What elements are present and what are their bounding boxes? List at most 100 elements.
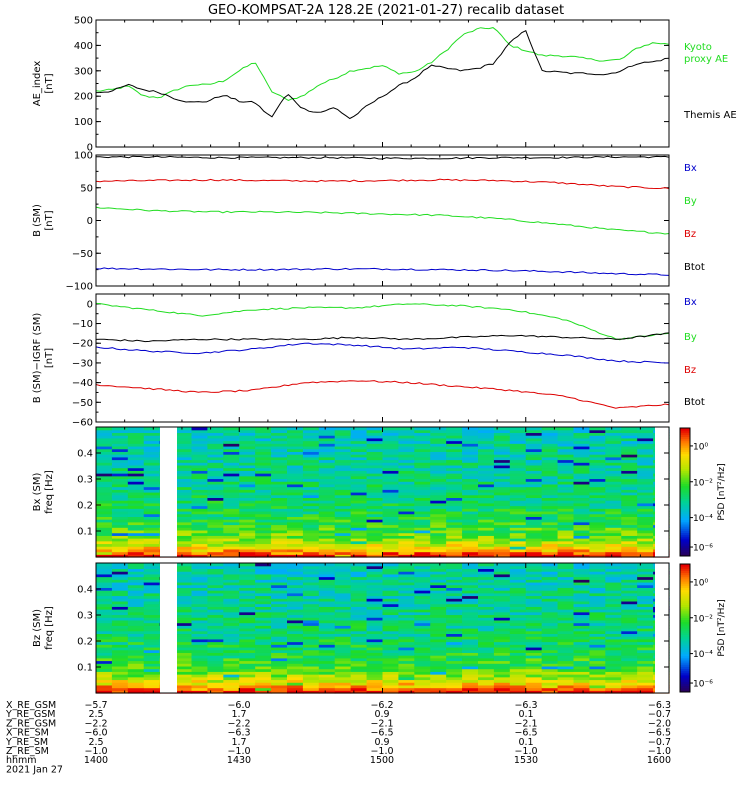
spectrogram-cell [111,427,129,431]
spectrogram-cell [302,565,320,570]
spectrogram-cell [175,527,193,531]
spectrogram-cell [589,646,606,651]
spectrogram-cell [127,687,145,691]
spectrogram-cell [175,665,193,670]
spectrogram-cell [143,682,161,686]
spectrogram-cell [271,505,288,509]
spectrogram-cell [589,475,606,480]
spectrogram-cell [573,497,591,501]
spectrogram-cell [398,606,415,610]
spectrogram-cell [127,665,145,670]
spectrogram-cell [239,638,256,643]
spectrogram-cell [414,494,431,499]
spectrogram-cell [382,467,400,471]
spectrogram-cell [398,636,415,640]
spectrogram-cell [334,489,352,493]
spectrogram-cell [255,576,272,580]
colorbar-step [680,517,690,521]
spectrogram-cell [318,682,336,686]
spectrogram-cell [382,573,400,578]
spectrogram-cell [430,540,447,545]
colorbar-tick-label: 10⁻⁶ [693,680,713,690]
spectrogram-cell [637,600,654,605]
spectrogram-cell [605,592,622,597]
spectrogram-cell [525,587,543,591]
spectrogram-cell [239,445,256,450]
spectrogram-cell [621,508,638,512]
spectrogram-cell [478,660,495,664]
spectrogram-cell [605,462,622,466]
spectrogram-cell [589,619,606,624]
spectrogram-cell [573,524,591,528]
spectrogram-cell [127,668,145,672]
spectrogram-cell [334,443,352,447]
spectrogram-cell [175,551,193,555]
spectrogram-cell [271,451,288,455]
spectrogram-cell [557,529,575,534]
colorbar-step [680,583,690,586]
spectrogram-cell [525,619,543,624]
spectrogram-cell [509,587,527,591]
colorbar-step [680,440,690,444]
ephemeris-row-label: Y_RE_SM [5,737,48,748]
spectrogram-cell [127,603,145,607]
spectrogram-cell [287,568,304,572]
spectrogram-cell [446,581,463,586]
spectrogram-cell [302,516,320,520]
spectrogram-cell [557,467,575,471]
spectrogram-cell [430,571,447,575]
spectrogram-cell [175,524,193,528]
spectrogram-cell [191,548,209,553]
colorbar-step [680,498,690,502]
spectrogram-cell [525,630,543,635]
spectrogram-cell [207,521,224,526]
spectrogram-cell [318,619,336,624]
spectrogram-cell [493,462,511,466]
spectrogram-cell [493,473,511,477]
spectrogram-cell [462,470,479,474]
spectrogram-cell [557,598,575,602]
spectrogram-cell [557,527,575,531]
spectrogram-cell [239,676,256,681]
spectrogram-cell [350,546,368,550]
spectrogram-cell [430,625,447,629]
spectrogram-cell [525,679,543,683]
spectrogram-cell [239,684,256,689]
spectrogram-cell [287,614,304,618]
spectrogram-cell [509,655,527,659]
spectrogram-cell [478,622,495,626]
spectrogram-cell [111,671,129,675]
spectrogram-cell [175,510,193,515]
spectrogram-cell [509,470,527,474]
spectrogram-cell [621,633,638,637]
ephemeris-value: −2.1 [370,718,393,729]
spectrogram-cell [207,454,224,458]
spectrogram-cell [350,532,368,536]
spectrogram-cell [143,443,161,447]
spectrogram-cell [318,587,336,591]
spectrogram-cell [143,687,161,691]
spectrogram-cell [255,429,272,434]
spectrogram-cell [111,690,129,694]
spectrogram-cell [366,437,384,442]
ephemeris-row-label: hhmm [6,755,37,766]
spectrogram-cell [287,625,304,629]
spectrogram-cell [350,595,368,599]
spectrogram-cell [255,448,272,452]
spectrogram-cell [207,535,224,539]
spectrogram-cell [605,609,622,613]
spectrogram-cell [318,679,336,683]
spectrogram-cell [430,543,447,547]
spectrogram-cell [414,619,431,624]
spectrogram-cell [366,467,384,471]
spectrogram-cell [207,684,224,689]
spectrogram-cell [446,527,463,531]
spectrogram-cell [143,606,161,610]
spectrogram-cell [541,494,559,499]
spectrogram-cell [366,606,384,610]
spectrogram-cell [478,633,495,637]
spectrogram-cell [414,598,431,602]
spectrogram-cell [398,676,415,681]
spectrogram-cell [318,579,336,583]
spectrogram-cell [478,519,495,523]
